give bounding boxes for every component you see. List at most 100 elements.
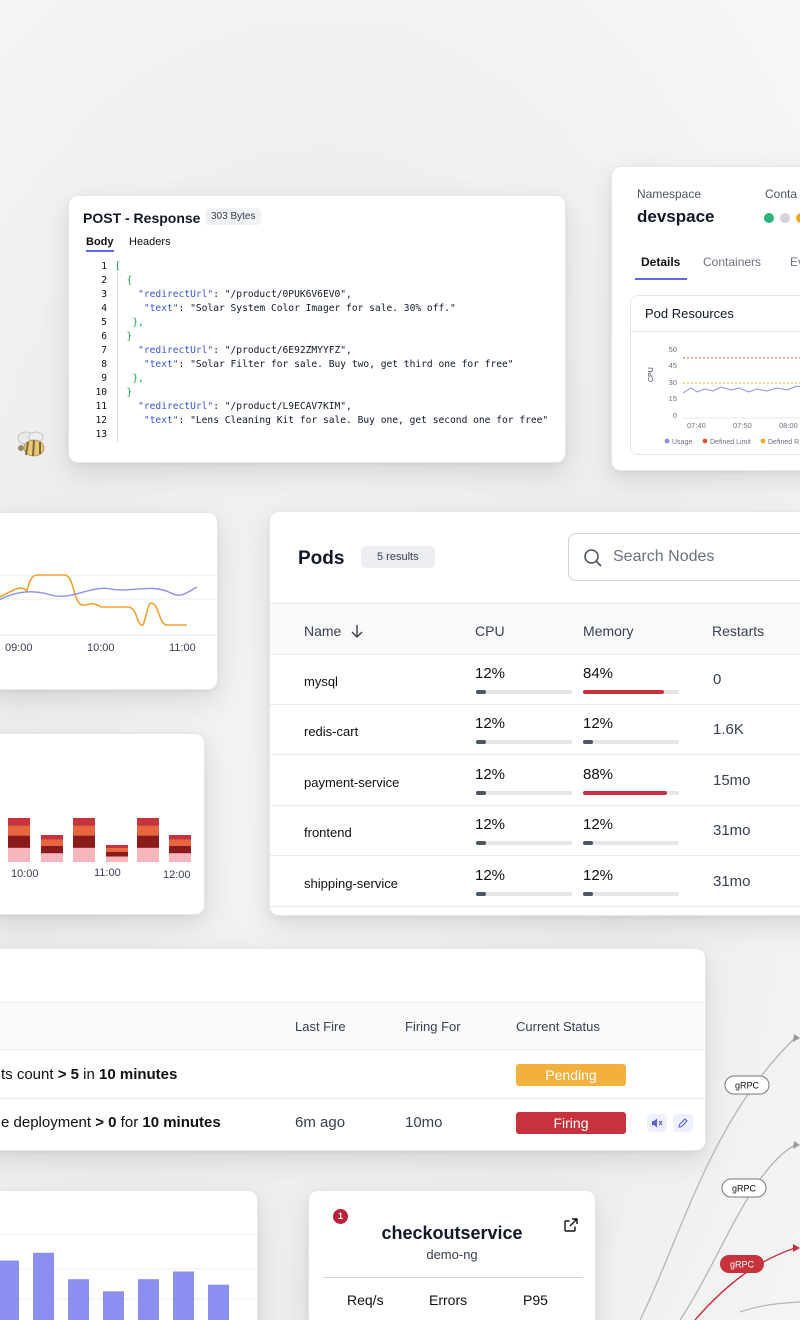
json-value: : "Solar System Color Imager for sale. 3… (178, 303, 456, 314)
search-nodes-input[interactable]: Search Nodes (568, 533, 800, 581)
grpc-label-pill (724, 1075, 770, 1095)
line-number: 6 (101, 331, 107, 342)
column-firing-for[interactable]: Firing For (405, 1019, 461, 1034)
memory-bar-fill (583, 841, 593, 846)
x-tick: 09:00 (5, 642, 33, 654)
tab-containers[interactable]: Containers (703, 255, 762, 269)
service-name: checkoutservice (381, 1223, 523, 1243)
service-card[interactable]: 1 checkoutservice demo-ng Req/s Errors P… (308, 1190, 596, 1320)
bar-chart (0, 1233, 257, 1320)
stacked-bar-segment (8, 825, 30, 836)
table-row[interactable]: payment-service 12% 88% 15mo (270, 756, 800, 806)
line-number: 5 (101, 317, 107, 328)
table-row[interactable]: frontend 12% 12% 31mo (270, 806, 800, 857)
column-memory[interactable]: Memory (583, 623, 634, 639)
cpu-value: 12% (475, 765, 506, 783)
stacked-bar-segment (169, 853, 191, 862)
legend-usage: Usage (672, 439, 692, 446)
x-tick: 11:00 (94, 867, 121, 879)
alert-rule: e deployment > 0 for 10 minutes (1, 1114, 221, 1131)
x-tick: 12:00 (163, 869, 191, 881)
code-line: 7 "redirectUrl": "/product/6E92ZMYYFZ", (89, 344, 548, 358)
line-number: 12 (95, 415, 107, 426)
firing-for-value: 10mo (405, 1114, 443, 1131)
tab-events[interactable]: Ev (790, 255, 800, 269)
stacked-bar-segment (73, 818, 95, 826)
tab-body[interactable]: Body (86, 236, 114, 252)
json-key: "redirectUrl" (115, 345, 214, 356)
cpu-value: 12% (475, 816, 506, 834)
code-line: 9 }, (89, 372, 548, 386)
memory-value: 12% (583, 866, 614, 884)
column-last-fire[interactable]: Last Fire (295, 1019, 346, 1034)
stacked-bar-segment (73, 847, 95, 862)
stacked-bar-segment (73, 835, 95, 848)
memory-value: 12% (583, 816, 614, 834)
table-row[interactable]: shipping-service 12% 12% 31mo (270, 857, 800, 907)
json-value: : "Solar Filter for sale. Buy two, get t… (178, 359, 514, 370)
edit-pencil-icon[interactable] (673, 1114, 693, 1132)
cpu-bar-track (476, 690, 572, 694)
stacked-bar-segment (106, 851, 128, 857)
x-tick: 10:00 (11, 868, 39, 880)
cpu-bar-track (476, 841, 572, 846)
response-size-badge: 303 Bytes (205, 208, 262, 225)
alert-row[interactable]: ts count > 5 in 10 minutes Pending (0, 1051, 705, 1099)
json-value: : "/product/6E92ZMYYFZ", (213, 345, 352, 356)
json-key: "text" (115, 359, 179, 370)
pod-name: mysql (304, 674, 338, 689)
bar (68, 1279, 89, 1320)
namespace-value: devspace (637, 207, 715, 226)
column-name[interactable]: Name (304, 623, 342, 639)
grpc-label: gRPC (730, 1260, 755, 1270)
x-tick: 10:00 (87, 642, 115, 654)
restarts-value: 0 (713, 671, 722, 688)
mute-icon[interactable] (647, 1114, 667, 1132)
line-number: 8 (101, 359, 107, 370)
memory-bar-track (583, 740, 679, 745)
memory-bar-fill (583, 891, 593, 896)
column-cpu[interactable]: CPU (475, 623, 505, 639)
cpu-bar-track (476, 891, 572, 896)
stacked-bar-segment (41, 835, 63, 840)
pods-table-header: Name CPU Memory Restarts (270, 603, 800, 655)
cpu-bar-track (476, 790, 572, 795)
tab-headers[interactable]: Headers (129, 236, 171, 248)
stacked-bar-segment (41, 853, 63, 862)
bar-chart-card (0, 1190, 258, 1320)
grpc-error-label-pill (720, 1255, 764, 1273)
json-bracket: } (115, 387, 133, 398)
cpu-bar-track (476, 740, 572, 745)
cpu-value: 12% (475, 715, 506, 733)
cpu-bar-fill (476, 740, 486, 745)
column-restarts[interactable]: Restarts (712, 623, 765, 639)
arrowhead-icon (793, 1034, 800, 1042)
table-row[interactable]: mysql 12% 84% 0 (270, 655, 800, 705)
external-link-icon[interactable] (563, 1217, 579, 1233)
stacked-bar-segment (8, 818, 30, 826)
x-tick: 07:40 (687, 421, 706, 430)
memory-bar-track (583, 790, 679, 795)
metric-req-s: Req/s (347, 1292, 384, 1308)
alerts-table-header: Last Fire Firing For Current Status (0, 1002, 705, 1050)
cpu-bar-fill (476, 841, 486, 846)
code-line: 3 "redirectUrl": "/product/0PUK6V6EV0", (89, 288, 548, 302)
pod-name: payment-service (304, 774, 400, 790)
tab-details[interactable]: Details (641, 255, 681, 269)
alert-row[interactable]: e deployment > 0 for 10 minutes 6m ago 1… (0, 1099, 705, 1147)
bar (138, 1279, 159, 1320)
results-badge: 5 results (361, 546, 435, 568)
cpu-bar-fill (476, 690, 486, 694)
alert-rule: ts count > 5 in 10 minutes (1, 1066, 178, 1083)
memory-bar-fill (583, 740, 593, 745)
json-bracket: [ (115, 261, 121, 272)
series-a (0, 574, 187, 627)
code-line: 1[ (89, 260, 548, 274)
service-flow-graph: gRPC gRPC gRPC (639, 1034, 800, 1320)
y-tick: 50 (669, 345, 677, 354)
column-current-status[interactable]: Current Status (516, 1019, 600, 1034)
sort-down-icon[interactable] (350, 623, 364, 639)
y-tick: 15 (669, 394, 677, 403)
table-row[interactable]: redis-cart 12% 12% 1.6K (270, 705, 800, 756)
line-chart-card: 09:00 10:00 11:00 (0, 512, 218, 690)
